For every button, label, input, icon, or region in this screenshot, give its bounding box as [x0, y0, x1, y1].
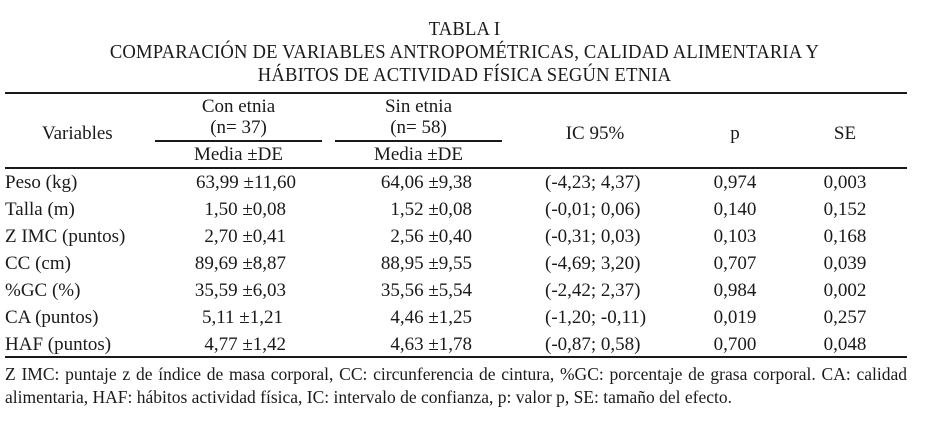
header-sin-etnia-media: Media ±DE: [373, 144, 464, 165]
cell-sin-etnia: 1,52 ±0,08: [390, 199, 472, 220]
cell-se: 0,003: [823, 172, 867, 193]
header-con-etnia-n: (n= 37): [210, 117, 267, 138]
cell-se: 0,257: [823, 307, 867, 328]
cell-p: 0,140: [713, 199, 757, 220]
cell-ic95: (-4,69; 3,20): [545, 253, 641, 274]
cell-p: 0,700: [713, 334, 757, 355]
cell-ic95: (-0,31; 0,03): [545, 226, 641, 247]
cell-variable: Peso (kg): [5, 172, 78, 193]
cell-se: 0,152: [823, 199, 867, 220]
cell-p: 0,984: [713, 280, 757, 301]
cell-con-etnia: 89,69 ±8,87: [194, 253, 286, 274]
cell-variable: %GC (%): [5, 280, 81, 301]
cell-con-etnia: 1,50 ±0,08: [204, 199, 286, 220]
cell-variable: CC (cm): [5, 253, 71, 274]
cell-con-etnia: 35,59 ±6,03: [194, 280, 286, 301]
cell-sin-etnia: 4,63 ±1,78: [390, 334, 472, 355]
table-footnote: Z IMC: puntaje z de índice de masa corpo…: [5, 364, 907, 407]
cell-ic95: (-2,42; 2,37): [545, 280, 641, 301]
bottom-rule: [5, 356, 907, 358]
cell-con-etnia: 5,11 ±1,21: [202, 307, 283, 328]
cell-p: 0,974: [713, 172, 757, 193]
cell-variable: HAF (puntos): [5, 334, 112, 355]
cell-p: 0,019: [713, 307, 757, 328]
table-title-line-2: HÁBITOS DE ACTIVIDAD FÍSICA SEGÚN ETNIA: [257, 64, 672, 86]
cell-con-etnia: 63,99 ±11,60: [196, 172, 296, 193]
cell-sin-etnia: 4,46 ±1,25: [390, 307, 472, 328]
cell-sin-etnia: 2,56 ±0,40: [390, 226, 472, 247]
cell-p: 0,103: [713, 226, 757, 247]
cell-se: 0,048: [823, 334, 867, 355]
cell-se: 0,002: [823, 280, 867, 301]
header-variables: Variables: [42, 123, 113, 144]
cell-ic95: (-4,23; 4,37): [545, 172, 641, 193]
header-p: p: [730, 123, 740, 144]
table-title-line-1: COMPARACIÓN DE VARIABLES ANTROPOMÉTRICAS…: [109, 41, 820, 63]
header-se: SE: [833, 123, 857, 144]
cell-con-etnia: 4,77 ±1,42: [204, 334, 286, 355]
cell-se: 0,039: [823, 253, 867, 274]
table-label: TABLA I: [428, 18, 501, 40]
cell-ic95: (-1,20; -0,11): [545, 307, 647, 328]
cell-sin-etnia: 35,56 ±5,54: [380, 280, 472, 301]
header-con-etnia: Con etnia: [201, 96, 276, 117]
cell-variable: Talla (m): [5, 199, 75, 220]
table-title: TABLA I COMPARACIÓN DE VARIABLES ANTROPO…: [0, 18, 929, 87]
header-sin-etnia-n: (n= 58): [390, 117, 447, 138]
top-rule: [5, 92, 907, 94]
header-con-etnia-media: Media ±DE: [193, 144, 284, 165]
cell-se: 0,168: [823, 226, 867, 247]
cell-sin-etnia: 88,95 ±9,55: [380, 253, 472, 274]
cell-con-etnia: 2,70 ±0,41: [204, 226, 286, 247]
cell-ic95: (-0,01; 0,06): [545, 199, 641, 220]
header-ic95: IC 95%: [565, 123, 625, 144]
cell-p: 0,707: [713, 253, 757, 274]
con-etnia-underline: [155, 140, 322, 142]
cell-sin-etnia: 64,06 ±9,38: [380, 172, 472, 193]
cell-variable: CA (puntos): [5, 307, 99, 328]
header-rule: [5, 167, 907, 169]
header-sin-etnia: Sin etnia: [384, 96, 453, 117]
sin-etnia-underline: [335, 140, 502, 142]
cell-variable: Z IMC (puntos): [5, 226, 126, 247]
cell-ic95: (-0,87; 0,58): [545, 334, 641, 355]
